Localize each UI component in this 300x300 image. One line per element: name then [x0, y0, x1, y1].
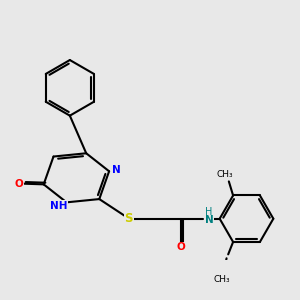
- Text: O: O: [15, 179, 23, 189]
- Text: N: N: [112, 165, 121, 175]
- Text: NH: NH: [50, 201, 67, 211]
- Text: H: H: [205, 206, 213, 217]
- Text: N: N: [205, 215, 213, 225]
- Text: O: O: [176, 242, 185, 253]
- Text: S: S: [124, 212, 133, 225]
- Text: CH₃: CH₃: [213, 275, 230, 284]
- Text: CH₃: CH₃: [217, 170, 233, 179]
